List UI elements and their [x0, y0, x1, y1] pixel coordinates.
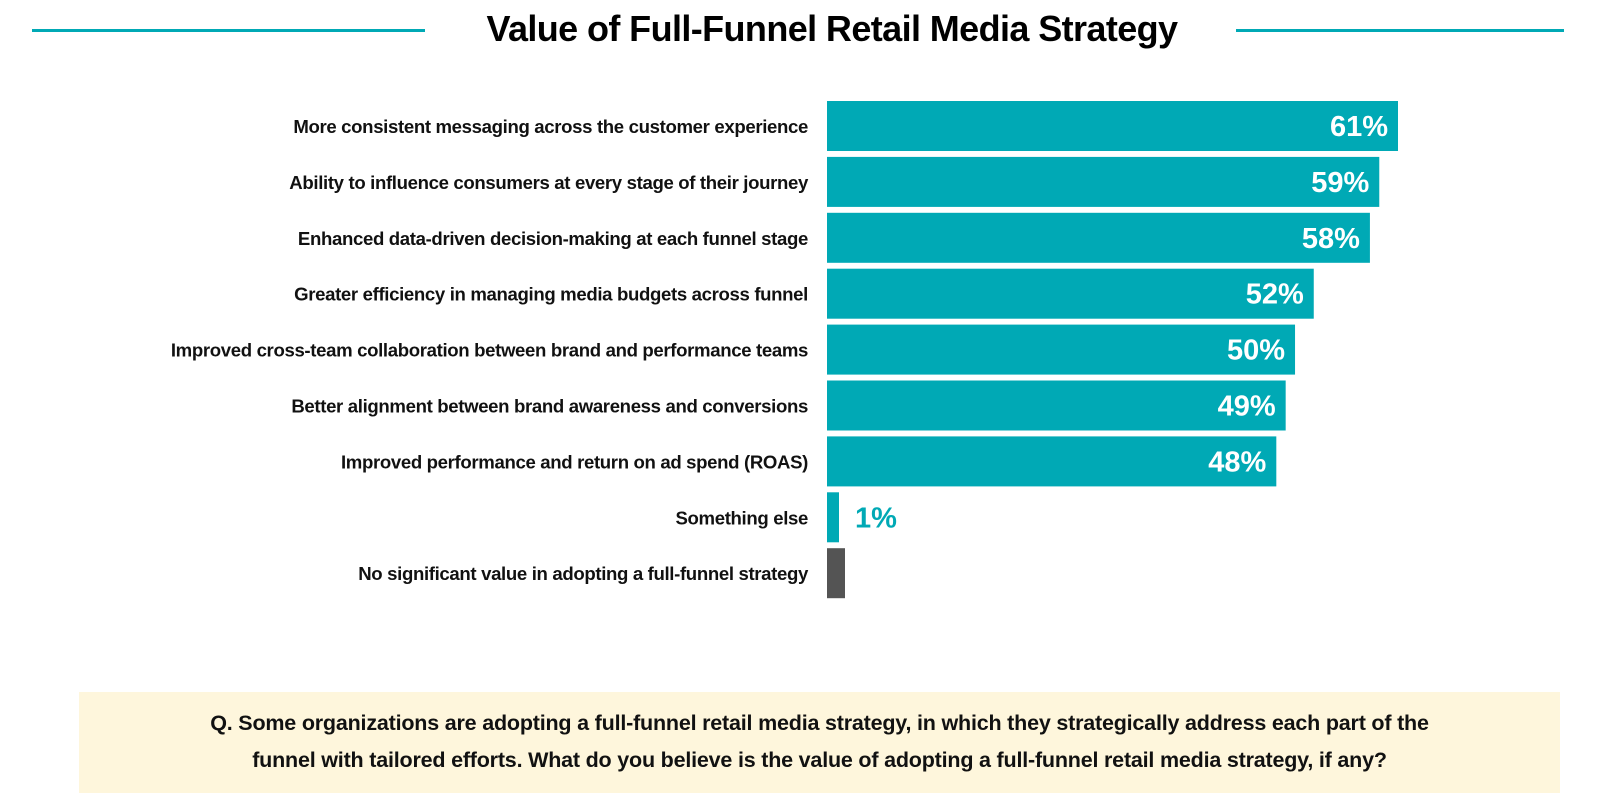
category-label: Greater efficiency in managing media bud… — [294, 284, 808, 305]
bar-row: No significant value in adopting a full-… — [358, 548, 845, 599]
value-label: 50% — [1227, 335, 1285, 367]
survey-question-line-1: Q. Some organizations are adopting a ful… — [210, 711, 1429, 735]
bar-row: Something else 1% — [675, 492, 897, 543]
bar — [827, 268, 1314, 319]
bar-row: Greater efficiency in managing media bud… — [294, 268, 1314, 319]
value-label: 49% — [1218, 391, 1276, 423]
value-label: 52% — [1246, 279, 1304, 311]
value-label: 59% — [1311, 167, 1369, 199]
category-label: Improved performance and return on ad sp… — [341, 451, 808, 472]
value-label: 48% — [1208, 446, 1266, 478]
title-rule-right — [1236, 29, 1564, 32]
survey-question: Q. Some organizations are adopting a ful… — [79, 705, 1560, 779]
bar-row: Ability to influence consumers at every … — [289, 156, 1380, 207]
category-label: Better alignment between brand awareness… — [291, 396, 808, 417]
bar — [827, 436, 1277, 487]
value-label: 61% — [1330, 111, 1388, 143]
bar-row: Enhanced data-driven decision-making at … — [298, 212, 1370, 263]
survey-question-line-2: funnel with tailored efforts. What do yo… — [252, 748, 1387, 772]
category-label: No significant value in adopting a full-… — [358, 563, 809, 584]
category-label: Something else — [675, 507, 808, 528]
bar-chart: More consistent messaging across the cus… — [171, 101, 1398, 599]
category-label: More consistent messaging across the cus… — [293, 116, 808, 137]
bar — [827, 492, 839, 543]
bar-row: Better alignment between brand awareness… — [291, 380, 1286, 431]
bar — [827, 101, 1398, 151]
bar-row: More consistent messaging across the cus… — [293, 101, 1398, 151]
bar-row: Improved cross-team collaboration betwee… — [171, 324, 1296, 375]
chart-title: Value of Full-Funnel Retail Media Strate… — [486, 8, 1179, 49]
category-label: Ability to influence consumers at every … — [289, 172, 809, 193]
category-label: Enhanced data-driven decision-making at … — [298, 228, 808, 249]
survey-question-box: Q. Some organizations are adopting a ful… — [79, 692, 1560, 793]
bar — [827, 324, 1296, 375]
bar-row: Improved performance and return on ad sp… — [341, 436, 1277, 487]
bar — [827, 548, 845, 599]
bar — [827, 156, 1380, 207]
value-label: 1% — [855, 502, 897, 534]
value-label: 58% — [1302, 223, 1360, 255]
title-rule-left — [32, 29, 425, 32]
category-label: Improved cross-team collaboration betwee… — [171, 340, 808, 361]
bar — [827, 212, 1370, 263]
bar — [827, 380, 1286, 431]
